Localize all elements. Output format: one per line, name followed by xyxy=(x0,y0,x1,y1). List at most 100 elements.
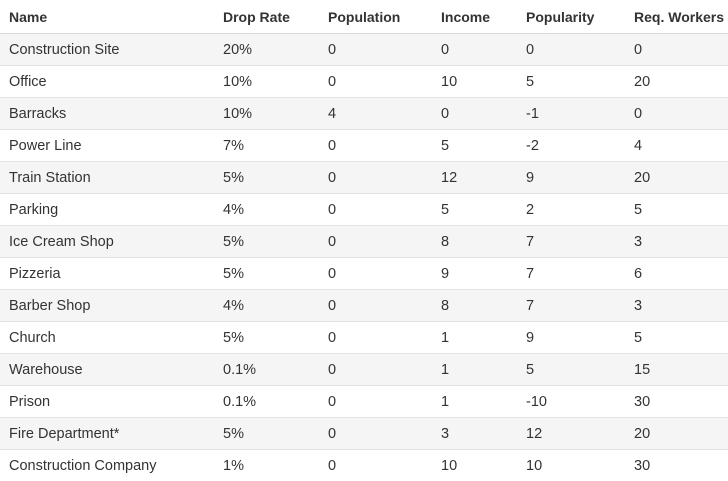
column-population-cell: 0 xyxy=(319,129,432,162)
column-req-workers-cell: 15 xyxy=(625,353,728,386)
header-row: Name Drop Rate Population Income Popularity R… xyxy=(0,0,728,34)
column-population-header: Population xyxy=(319,0,432,34)
column-name-cell: Ice Cream Shop xyxy=(0,225,214,258)
column-popularity-cell: 9 xyxy=(517,321,625,354)
column-population-cell: 0 xyxy=(319,321,432,354)
table-row: Pizzeria 5% 0 9 7 6 xyxy=(0,257,728,290)
column-income-cell: 5 xyxy=(432,129,517,162)
column-name-cell: Train Station xyxy=(0,161,214,194)
column-income-cell: 10 xyxy=(441,457,458,474)
column-population-cell: 0 xyxy=(319,33,432,66)
column-population-cell: 0 xyxy=(319,193,432,226)
column-req-workers-cell: 5 xyxy=(625,321,728,354)
column-income-cell: 1 xyxy=(432,321,517,354)
column-name-cell: Barracks xyxy=(0,97,214,130)
column-population-cell: 0 xyxy=(319,417,432,450)
column-income-cell: 12 xyxy=(432,161,517,194)
table-row: Train Station 5% 0 12 9 20 xyxy=(0,161,728,194)
column-income-cell: 10 xyxy=(432,65,517,98)
column-name-cell: Power Line xyxy=(0,129,214,162)
column-income-cell: 3 xyxy=(432,417,517,450)
column-population-cell: 0 xyxy=(319,385,432,418)
column-population-cell: 0 xyxy=(319,161,432,194)
column-drop-rate-cell: 5% xyxy=(214,417,319,450)
column-drop-rate-cell: 4% xyxy=(214,193,319,226)
column-req-workers-cell: 20 xyxy=(625,65,728,98)
column-drop-rate-cell: 4% xyxy=(214,289,319,322)
column-income-cell: 1 xyxy=(432,353,517,386)
table-header: Name Drop Rate Population Income Popularity R… xyxy=(0,0,728,34)
column-popularity-cell: 7 xyxy=(517,289,625,322)
column-req-workers-cell: 30 xyxy=(625,385,728,418)
column-popularity-cell: 12 xyxy=(517,417,625,450)
column-population-cell: 0 xyxy=(319,353,432,386)
column-income-header: Income xyxy=(432,0,517,34)
column-drop-rate-cell: 10% xyxy=(214,97,319,130)
column-name-cell: Barber Shop xyxy=(0,289,214,322)
column-population-cell: 0 xyxy=(319,257,432,290)
table-row: Construction Company 1% 0 10 10 30 xyxy=(0,450,728,481)
column-popularity-cell: 7 xyxy=(517,225,625,258)
table-row: Office 10% 0 10 5 20 xyxy=(0,65,728,98)
column-popularity-cell: 7 xyxy=(517,257,625,290)
column-name-cell: Office xyxy=(0,65,214,98)
column-income-cell: 9 xyxy=(432,257,517,290)
column-name-header: Name xyxy=(0,0,214,34)
table-row: Construction Site 20% 0 0 0 0 xyxy=(0,33,728,66)
column-drop-rate-cell: 5% xyxy=(214,321,319,354)
column-req-workers-cell: 0 xyxy=(625,33,728,66)
table-body: Construction Site 20% 0 0 0 0 Office 10% 0 10 5 20 B… xyxy=(0,33,728,481)
column-drop-rate-cell: 7% xyxy=(214,129,319,162)
column-popularity-cell: 0 xyxy=(517,33,625,66)
column-drop-rate-cell: 5% xyxy=(214,225,319,258)
column-popularity-header: Popularity xyxy=(517,0,625,34)
column-name-cell: Construction Company xyxy=(9,457,157,474)
column-req-workers-cell: 0 xyxy=(625,97,728,130)
column-popularity-cell: -1 xyxy=(517,97,625,130)
column-drop-rate-header: Drop Rate xyxy=(214,0,319,34)
column-income-cell: 1 xyxy=(432,385,517,418)
column-population-cell: 0 xyxy=(319,65,432,98)
column-name-cell: Fire Department* xyxy=(0,417,214,450)
column-popularity-cell: 5 xyxy=(517,65,625,98)
column-popularity-cell: 9 xyxy=(517,161,625,194)
column-popularity-cell: -2 xyxy=(517,129,625,162)
table-row: Parking 4% 0 5 2 5 xyxy=(0,193,728,226)
column-drop-rate-cell: 0.1% xyxy=(214,385,319,418)
table-row: Church 5% 0 1 9 5 xyxy=(0,321,728,354)
column-income-cell: 8 xyxy=(432,289,517,322)
column-popularity-cell: -10 xyxy=(517,385,625,418)
table-row: Fire Department* 5% 0 3 12 20 xyxy=(0,417,728,450)
column-drop-rate-cell: 10% xyxy=(214,65,319,98)
table-row: Barracks 10% 4 0 -1 0 xyxy=(0,97,728,130)
column-name-cell: Warehouse xyxy=(0,353,214,386)
column-income-cell: 0 xyxy=(432,33,517,66)
column-req-workers-cell: 3 xyxy=(625,225,728,258)
column-name-cell: Parking xyxy=(0,193,214,226)
column-req-workers-cell: 6 xyxy=(625,257,728,290)
column-req-workers-cell: 4 xyxy=(625,129,728,162)
column-req-workers-cell: 5 xyxy=(625,193,728,226)
column-income-cell: 5 xyxy=(432,193,517,226)
column-name-cell: Pizzeria xyxy=(0,257,214,290)
column-drop-rate-cell: 5% xyxy=(214,161,319,194)
table-row: Prison 0.1% 0 1 -10 30 xyxy=(0,385,728,418)
table-row: Warehouse 0.1% 0 1 5 15 xyxy=(0,353,728,386)
column-popularity-cell: 5 xyxy=(517,353,625,386)
column-drop-rate-cell: 1% xyxy=(223,457,244,474)
column-income-cell: 8 xyxy=(432,225,517,258)
column-name-cell: Prison xyxy=(0,385,214,418)
column-population-cell: 4 xyxy=(319,97,432,130)
column-popularity-cell: 2 xyxy=(517,193,625,226)
column-drop-rate-cell: 20% xyxy=(214,33,319,66)
column-drop-rate-cell: 0.1% xyxy=(214,353,319,386)
column-population-cell: 0 xyxy=(319,289,432,322)
column-drop-rate-cell: 5% xyxy=(214,257,319,290)
column-popularity-cell: 10 xyxy=(526,457,543,474)
column-req-workers-cell: 20 xyxy=(625,417,728,450)
table-row: Ice Cream Shop 5% 0 8 7 3 xyxy=(0,225,728,258)
column-req-workers-cell: 20 xyxy=(625,161,728,194)
table-row: Barber Shop 4% 0 8 7 3 xyxy=(0,289,728,322)
column-income-cell: 0 xyxy=(432,97,517,130)
